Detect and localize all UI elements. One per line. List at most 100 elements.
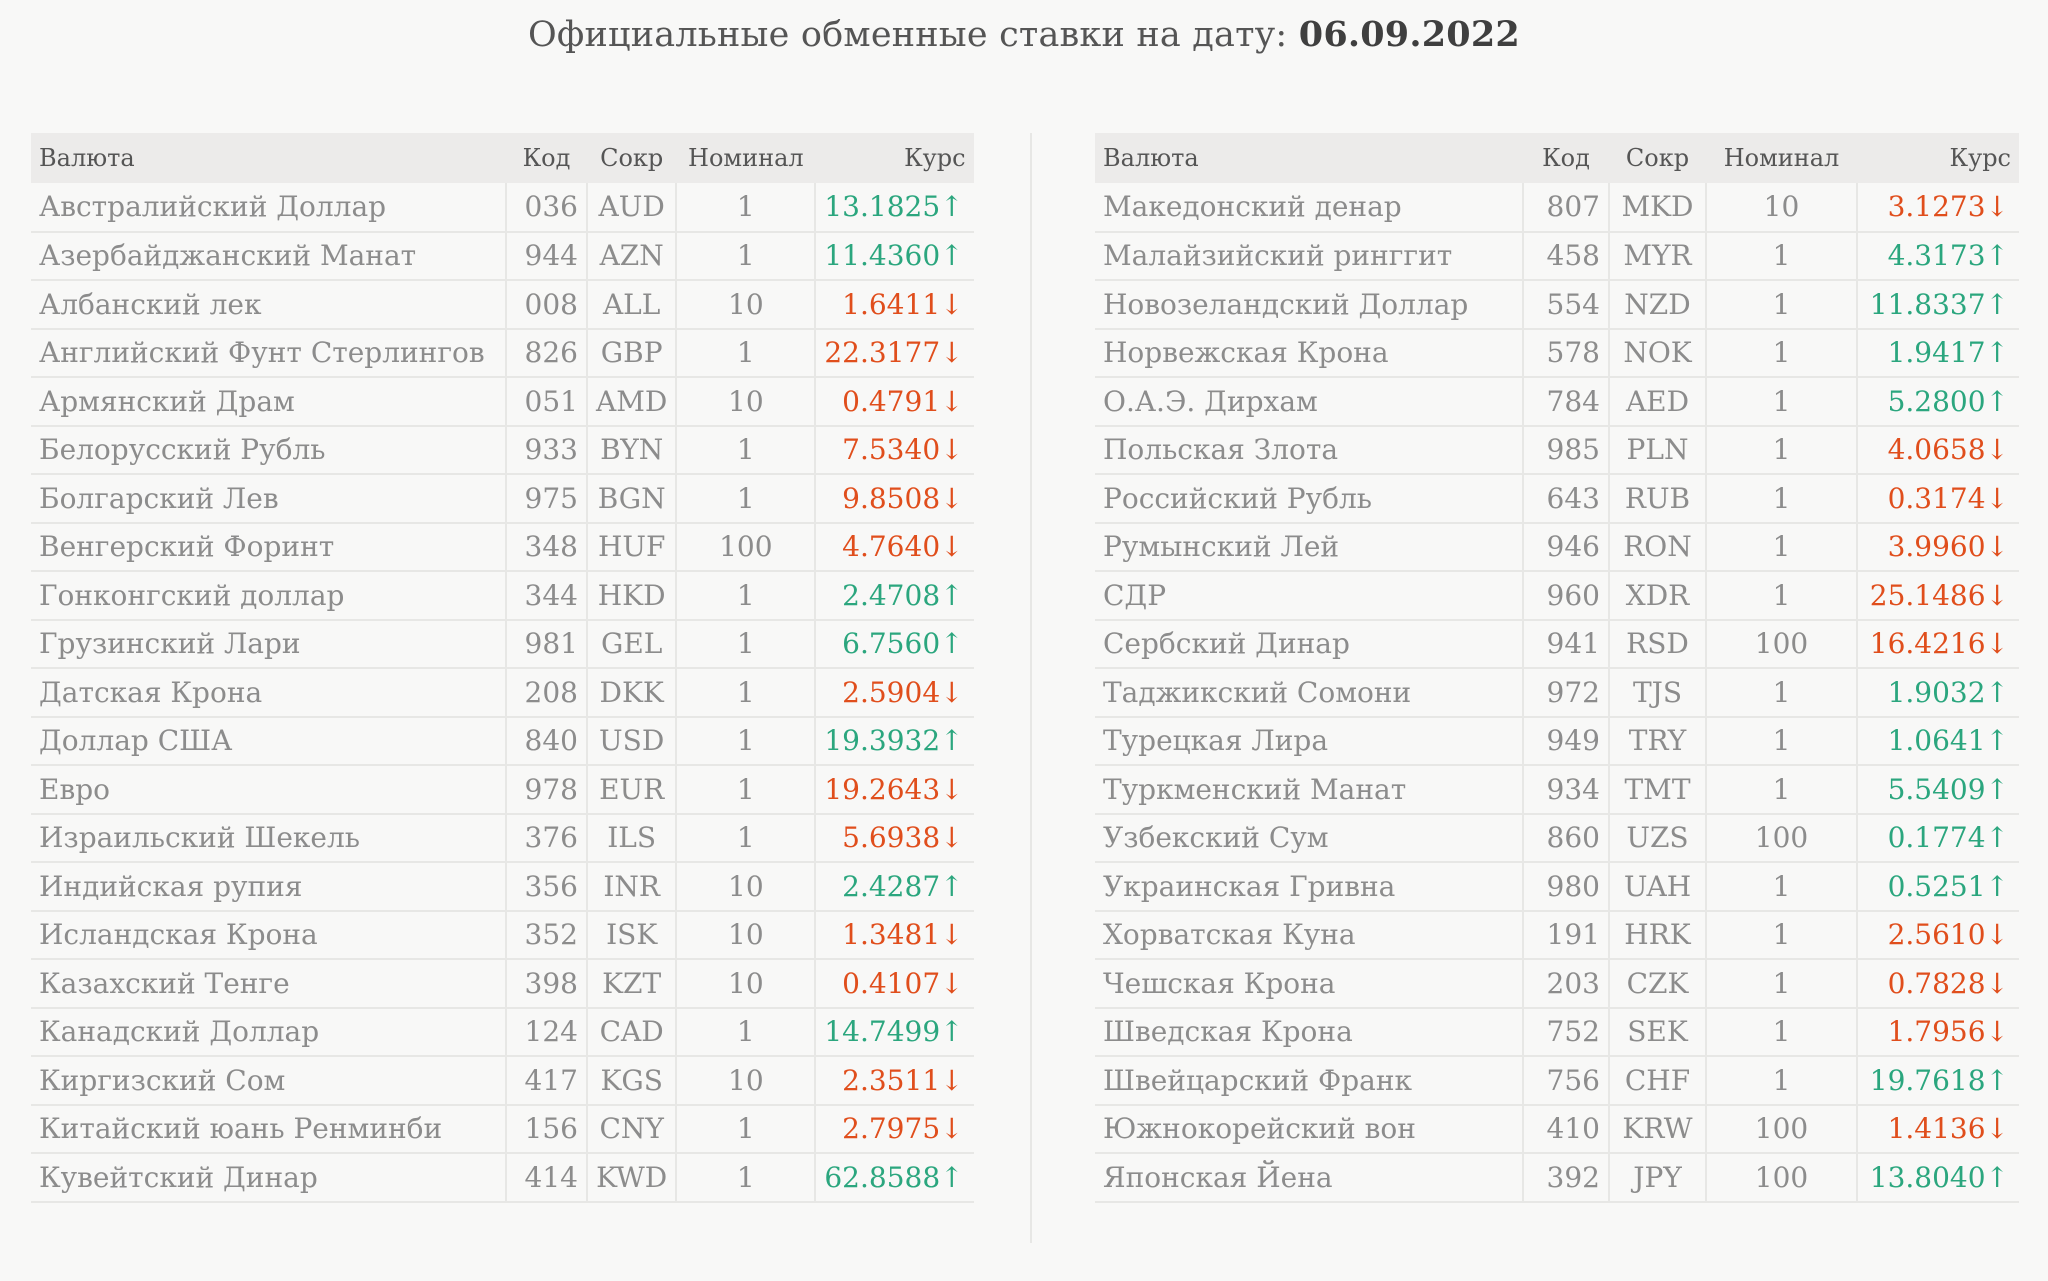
currency-abbr: AUD (585, 183, 677, 233)
currency-nominal: 100 (675, 522, 816, 572)
currency-name: О.А.Э. Дирхам (1095, 377, 1523, 427)
currency-rate: 1.9417↑ (1856, 328, 2019, 378)
currency-name: Швейцарский Франк (1095, 1056, 1523, 1106)
currency-abbr: TMT (1608, 765, 1706, 815)
currency-rate: 22.3177↓ (814, 328, 974, 378)
currency-code: 941 (1522, 619, 1609, 669)
currency-code: 348 (505, 522, 587, 572)
currency-abbr: BYN (585, 425, 677, 475)
currency-nominal: 1 (675, 1007, 816, 1057)
header-abbr: Сокр (1609, 133, 1706, 183)
currency-abbr: SEK (1608, 1007, 1706, 1057)
currency-name: Южнокорейский вон (1095, 1104, 1523, 1154)
currency-nominal: 10 (675, 959, 816, 1009)
table-body: Македонский денар 807 MKD 10 3.1273↓ Малайзий… (1095, 183, 2019, 1203)
currency-rate: 62.8588↑ (814, 1153, 974, 1203)
currency-code: 643 (1522, 474, 1609, 524)
title-text: Официальные обменные ставки на дату: (528, 15, 1288, 55)
currency-name: Хорватская Куна (1095, 910, 1523, 960)
currency-name: Польская Злота (1095, 425, 1523, 475)
table-row: Болгарский Лев 975 BGN 1 9.8508↓ (31, 474, 974, 524)
page-title: Официальные обменные ставки на дату: 06.… (0, 14, 2048, 55)
currency-nominal: 100 (1705, 619, 1857, 669)
currency-rate: 11.4360↑ (814, 231, 974, 281)
currency-rate: 5.6938↓ (814, 813, 974, 863)
table-row: Шведская Крона 752 SEK 1 1.7956↓ (1095, 1007, 2019, 1057)
table-row: Таджикский Сомони 972 TJS 1 1.9032↑ (1095, 668, 2019, 718)
currency-rate: 13.8040↑ (1856, 1153, 2019, 1203)
currency-abbr: GEL (585, 619, 677, 669)
currency-abbr: MKD (1608, 183, 1706, 233)
currency-code: 752 (1522, 1007, 1609, 1057)
currency-rate: 13.1825↑ (814, 183, 974, 233)
currency-abbr: KGS (585, 1056, 677, 1106)
table-row: Норвежская Крона 578 NOK 1 1.9417↑ (1095, 328, 2019, 378)
currency-rate: 0.7828↓ (1856, 959, 2019, 1009)
currency-code: 036 (505, 183, 587, 233)
currency-code: 008 (505, 280, 587, 330)
currency-nominal: 1 (1705, 910, 1857, 960)
currency-abbr: KZT (585, 959, 677, 1009)
currency-name: Новозеландский Доллар (1095, 280, 1523, 330)
currency-code: 972 (1522, 668, 1609, 718)
currency-abbr: CNY (585, 1104, 677, 1154)
currency-rate: 25.1486↓ (1856, 571, 2019, 621)
table-row: Белорусский Рубль 933 BYN 1 7.5340↓ (31, 425, 974, 475)
currency-nominal: 1 (1705, 1056, 1857, 1106)
currency-rate: 2.7975↓ (814, 1104, 974, 1154)
currency-rate: 1.9032↑ (1856, 668, 2019, 718)
currency-nominal: 1 (675, 668, 816, 718)
currency-abbr: GBP (585, 328, 677, 378)
currency-name: Румынский Лей (1095, 522, 1523, 572)
table-row: Казахский Тенге 398 KZT 10 0.4107↓ (31, 959, 974, 1009)
currency-rate: 1.4136↓ (1856, 1104, 2019, 1154)
currency-abbr: ILS (585, 813, 677, 863)
currency-rate: 2.4287↑ (814, 862, 974, 912)
currency-code: 980 (1522, 862, 1609, 912)
currency-name: СДР (1095, 571, 1523, 621)
currency-nominal: 1 (675, 183, 816, 233)
currency-rate: 11.8337↑ (1856, 280, 2019, 330)
currency-abbr: DKK (585, 668, 677, 718)
table-row: Российский Рубль 643 RUB 1 0.3174↓ (1095, 474, 2019, 524)
table-row: Турецкая Лира 949 TRY 1 1.0641↑ (1095, 716, 2019, 766)
currency-name: Македонский денар (1095, 183, 1523, 233)
currency-rate: 7.5340↓ (814, 425, 974, 475)
currency-abbr: RSD (1608, 619, 1706, 669)
currency-nominal: 100 (1705, 1153, 1857, 1203)
currency-code: 376 (505, 813, 587, 863)
table-row: Канадский Доллар 124 CAD 1 14.7499↑ (31, 1007, 974, 1057)
table-row: Датская Крона 208 DKK 1 2.5904↓ (31, 668, 974, 718)
currency-abbr: USD (585, 716, 677, 766)
currency-abbr: RON (1608, 522, 1706, 572)
currency-name: Исландская Крона (31, 910, 506, 960)
currency-code: 944 (505, 231, 587, 281)
table-row: Английский Фунт Стерлингов 826 GBP 1 22.3177… (31, 328, 974, 378)
table-row: Гонконгский доллар 344 HKD 1 2.4708↑ (31, 571, 974, 621)
currency-abbr: KRW (1608, 1104, 1706, 1154)
currency-rate: 0.3174↓ (1856, 474, 2019, 524)
currency-abbr: TJS (1608, 668, 1706, 718)
currency-nominal: 10 (1705, 183, 1857, 233)
currency-rate: 2.5610↓ (1856, 910, 2019, 960)
currency-name: Чешская Крона (1095, 959, 1523, 1009)
currency-name: Доллар США (31, 716, 506, 766)
currency-nominal: 1 (1705, 280, 1857, 330)
currency-name: Казахский Тенге (31, 959, 506, 1009)
currency-rate: 1.0641↑ (1856, 716, 2019, 766)
currency-code: 826 (505, 328, 587, 378)
currency-rate: 19.3932↑ (814, 716, 974, 766)
currency-nominal: 10 (675, 377, 816, 427)
currency-rate: 1.7956↓ (1856, 1007, 2019, 1057)
table-row: Македонский денар 807 MKD 10 3.1273↓ (1095, 183, 2019, 233)
currency-name: Японская Йена (1095, 1153, 1523, 1203)
currency-rate: 16.4216↓ (1856, 619, 2019, 669)
currency-nominal: 1 (1705, 231, 1857, 281)
currency-nominal: 1 (1705, 377, 1857, 427)
currency-rate: 0.4107↓ (814, 959, 974, 1009)
currency-nominal: 1 (1705, 425, 1857, 475)
currency-rate: 19.2643↓ (814, 765, 974, 815)
table-row: Киргизский Сом 417 KGS 10 2.3511↓ (31, 1056, 974, 1106)
table-row: Израильский Шекель 376 ILS 1 5.6938↓ (31, 813, 974, 863)
currency-code: 756 (1522, 1056, 1609, 1106)
